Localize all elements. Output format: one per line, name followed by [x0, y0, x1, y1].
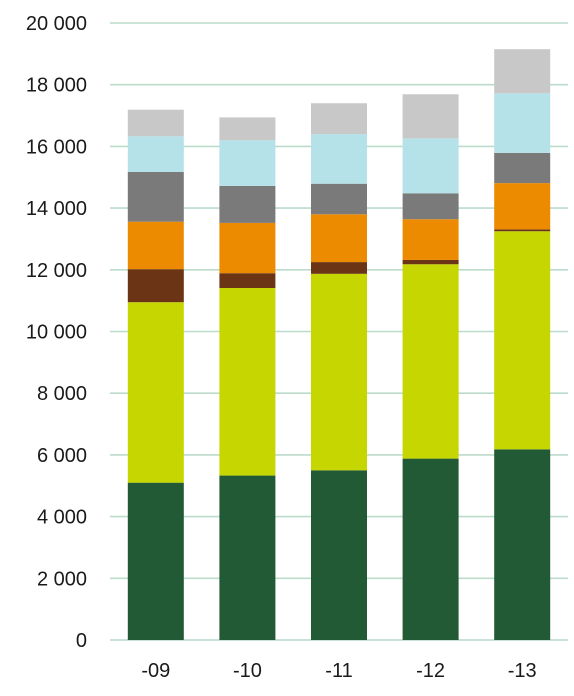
bars [127, 49, 551, 640]
x-tick-label: -10 [233, 660, 262, 682]
bar-segment [311, 183, 367, 215]
x-tick-label: -13 [508, 660, 537, 682]
y-tick-label: 12 000 [26, 260, 87, 282]
y-tick-label: 16 000 [26, 136, 87, 158]
bar-segment [402, 458, 459, 640]
x-tick-label: -09 [141, 660, 170, 682]
bar-segment [402, 259, 459, 265]
bar-segment [402, 264, 459, 459]
bar-segment [494, 93, 551, 153]
y-tick-label: 18 000 [26, 75, 87, 97]
bar-segment [402, 193, 459, 220]
y-axis-tick-labels: 0 2 000 4 000 6 000 8 000 10 000 12 000 14 000 1… [26, 13, 87, 652]
bar-segment [127, 172, 184, 222]
x-axis-tick-labels: -09 -10 -11 -12 -13 [141, 660, 536, 682]
bar-segment [127, 302, 184, 483]
bar-segment [127, 109, 184, 137]
y-tick-label: 6 000 [37, 445, 87, 467]
bar-segment [311, 103, 367, 135]
bar-segment [494, 152, 551, 184]
bar-segment [127, 136, 184, 173]
bar-segment [219, 185, 276, 223]
bar-segment [311, 470, 367, 640]
bar-segment [311, 273, 367, 471]
y-tick-label: 0 [76, 630, 87, 652]
bar-segment [402, 219, 459, 260]
y-tick-label: 8 000 [37, 383, 87, 405]
x-tick-label: -12 [416, 660, 445, 682]
bar-segment [219, 288, 276, 476]
bar-segment [311, 134, 367, 184]
bar-segment [219, 117, 276, 141]
bar-segment [311, 214, 367, 263]
x-tick-label: -11 [325, 660, 352, 682]
bar-segment [127, 221, 184, 270]
bar-segment [219, 273, 276, 289]
bar-segment [494, 49, 551, 94]
y-tick-label: 2 000 [37, 568, 87, 590]
y-tick-label: 20 000 [26, 13, 87, 35]
y-tick-label: 14 000 [26, 198, 87, 220]
bar-segment [127, 482, 184, 640]
y-tick-label: 10 000 [26, 322, 87, 344]
y-tick-label: 4 000 [37, 507, 87, 529]
bar-segment [219, 222, 276, 274]
bar-segment [219, 475, 276, 640]
bar-segment [127, 269, 184, 303]
bar-segment [494, 449, 551, 640]
bar-segment [219, 140, 276, 186]
bar-segment [402, 138, 459, 194]
bar-segment [402, 94, 459, 139]
bar-segment [494, 231, 551, 450]
bar-segment [494, 183, 551, 230]
bar-segment [494, 229, 551, 232]
bar-segment [311, 262, 367, 274]
